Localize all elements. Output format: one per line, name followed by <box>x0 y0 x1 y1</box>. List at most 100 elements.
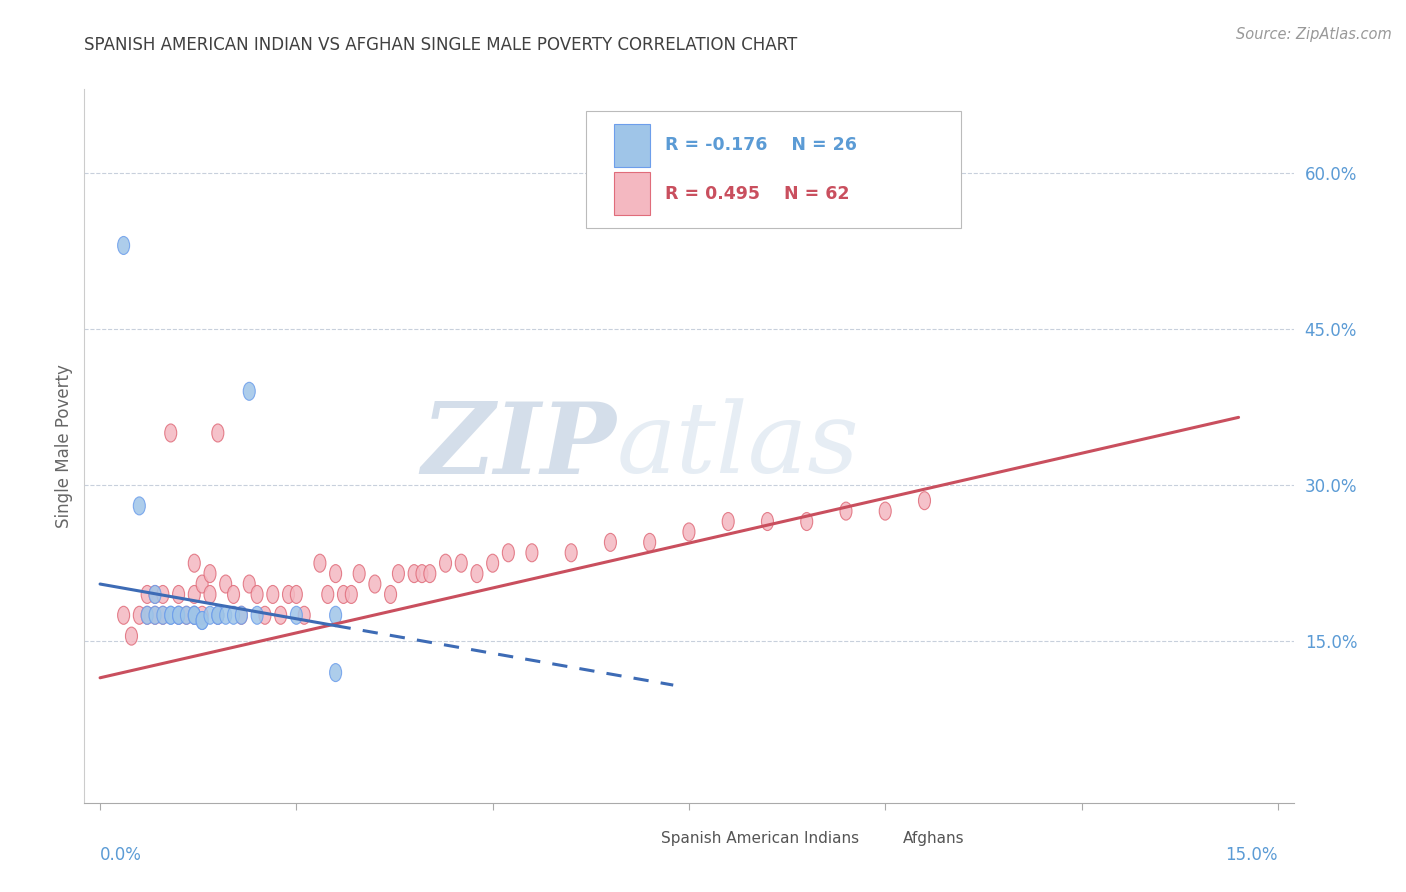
Text: atlas: atlas <box>616 399 859 493</box>
Ellipse shape <box>723 513 734 531</box>
Ellipse shape <box>291 607 302 624</box>
Ellipse shape <box>165 607 177 624</box>
Text: 0.0%: 0.0% <box>100 846 142 863</box>
Ellipse shape <box>141 607 153 624</box>
Ellipse shape <box>298 607 311 624</box>
Ellipse shape <box>329 607 342 624</box>
Ellipse shape <box>329 565 342 582</box>
Ellipse shape <box>173 607 184 624</box>
Ellipse shape <box>314 554 326 572</box>
Ellipse shape <box>141 607 153 624</box>
Ellipse shape <box>157 607 169 624</box>
Ellipse shape <box>204 565 217 582</box>
Ellipse shape <box>188 554 200 572</box>
FancyBboxPatch shape <box>586 111 962 228</box>
Ellipse shape <box>188 607 200 624</box>
Ellipse shape <box>416 565 427 582</box>
Ellipse shape <box>274 607 287 624</box>
FancyBboxPatch shape <box>858 828 889 849</box>
Ellipse shape <box>134 497 145 515</box>
Ellipse shape <box>879 502 891 520</box>
Ellipse shape <box>322 585 333 604</box>
Ellipse shape <box>149 585 162 604</box>
Ellipse shape <box>235 607 247 624</box>
Ellipse shape <box>228 585 239 604</box>
Ellipse shape <box>456 554 467 572</box>
Ellipse shape <box>219 607 232 624</box>
Ellipse shape <box>392 565 405 582</box>
Ellipse shape <box>157 585 169 604</box>
Ellipse shape <box>408 565 420 582</box>
Ellipse shape <box>502 544 515 562</box>
Ellipse shape <box>157 607 169 624</box>
Ellipse shape <box>204 607 217 624</box>
Ellipse shape <box>644 533 655 551</box>
Ellipse shape <box>526 544 538 562</box>
Ellipse shape <box>839 502 852 520</box>
Ellipse shape <box>212 607 224 624</box>
Ellipse shape <box>329 664 342 681</box>
Ellipse shape <box>605 533 616 551</box>
Ellipse shape <box>252 585 263 604</box>
Ellipse shape <box>471 565 482 582</box>
Ellipse shape <box>440 554 451 572</box>
Ellipse shape <box>252 607 263 624</box>
FancyBboxPatch shape <box>614 172 650 215</box>
Ellipse shape <box>165 607 177 624</box>
Text: Source: ZipAtlas.com: Source: ZipAtlas.com <box>1236 27 1392 42</box>
Ellipse shape <box>565 544 578 562</box>
Ellipse shape <box>195 607 208 624</box>
Ellipse shape <box>180 607 193 624</box>
Ellipse shape <box>118 236 129 254</box>
Text: ZIP: ZIP <box>422 398 616 494</box>
Ellipse shape <box>188 585 200 604</box>
Ellipse shape <box>149 607 162 624</box>
Ellipse shape <box>486 554 499 572</box>
Ellipse shape <box>368 575 381 593</box>
Text: Afghans: Afghans <box>903 831 965 846</box>
Ellipse shape <box>683 523 695 541</box>
Ellipse shape <box>243 575 256 593</box>
FancyBboxPatch shape <box>616 828 647 849</box>
Text: SPANISH AMERICAN INDIAN VS AFGHAN SINGLE MALE POVERTY CORRELATION CHART: SPANISH AMERICAN INDIAN VS AFGHAN SINGLE… <box>84 36 797 54</box>
Ellipse shape <box>173 607 184 624</box>
Ellipse shape <box>204 585 217 604</box>
Ellipse shape <box>195 575 208 593</box>
Ellipse shape <box>141 585 153 604</box>
Ellipse shape <box>283 585 294 604</box>
Ellipse shape <box>134 607 145 624</box>
Ellipse shape <box>149 585 162 604</box>
Ellipse shape <box>180 607 193 624</box>
Y-axis label: Single Male Poverty: Single Male Poverty <box>55 364 73 528</box>
Ellipse shape <box>195 612 208 630</box>
Ellipse shape <box>188 607 200 624</box>
Ellipse shape <box>173 607 184 624</box>
Ellipse shape <box>423 565 436 582</box>
Ellipse shape <box>235 607 247 624</box>
Ellipse shape <box>219 575 232 593</box>
Ellipse shape <box>149 607 162 624</box>
Ellipse shape <box>195 612 208 630</box>
Ellipse shape <box>125 627 138 645</box>
Ellipse shape <box>228 607 239 624</box>
Ellipse shape <box>243 383 256 401</box>
Ellipse shape <box>259 607 271 624</box>
Ellipse shape <box>800 513 813 531</box>
Text: Spanish American Indians: Spanish American Indians <box>661 831 859 846</box>
Ellipse shape <box>385 585 396 604</box>
Ellipse shape <box>337 585 350 604</box>
Ellipse shape <box>212 424 224 442</box>
Ellipse shape <box>118 607 129 624</box>
Text: 15.0%: 15.0% <box>1225 846 1278 863</box>
Ellipse shape <box>212 607 224 624</box>
Ellipse shape <box>267 585 278 604</box>
Ellipse shape <box>291 585 302 604</box>
Ellipse shape <box>762 513 773 531</box>
Ellipse shape <box>188 607 200 624</box>
Text: R = 0.495    N = 62: R = 0.495 N = 62 <box>665 185 849 202</box>
Ellipse shape <box>353 565 366 582</box>
Text: R = -0.176    N = 26: R = -0.176 N = 26 <box>665 136 856 154</box>
Ellipse shape <box>212 607 224 624</box>
Ellipse shape <box>173 585 184 604</box>
Ellipse shape <box>346 585 357 604</box>
